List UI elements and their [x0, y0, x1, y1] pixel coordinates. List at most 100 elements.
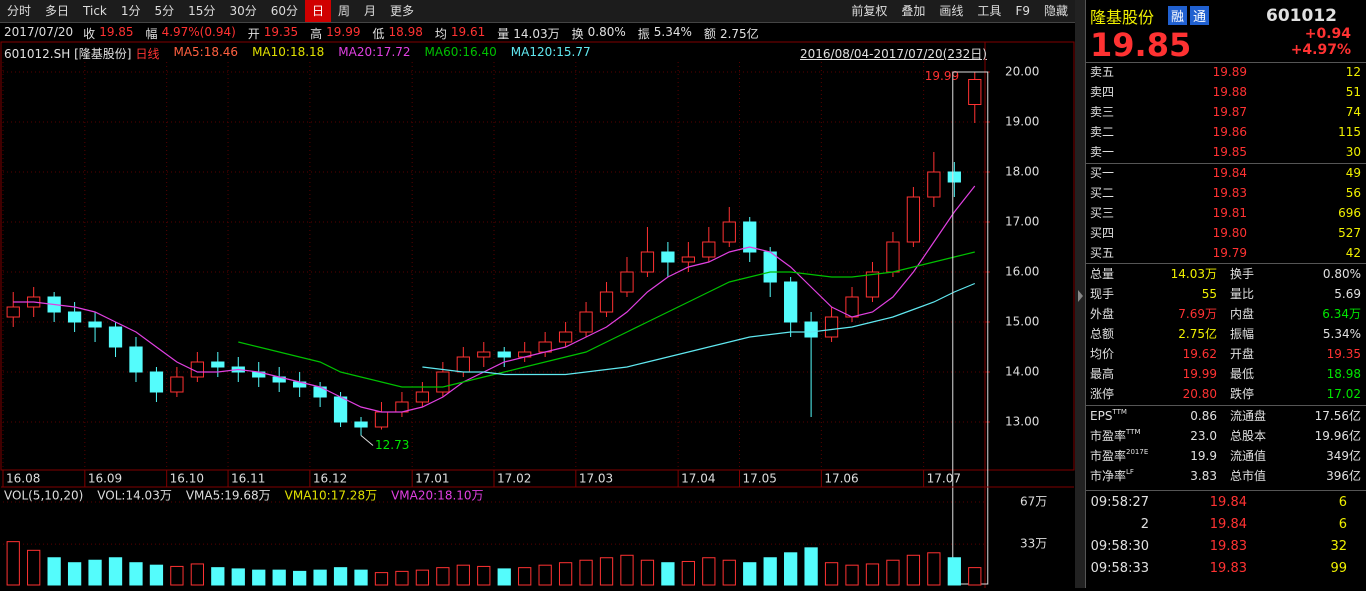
period-tab[interactable]: 1分	[120, 4, 141, 18]
splitter[interactable]	[1075, 0, 1085, 588]
stat-value: 19.99	[1182, 367, 1217, 381]
tick-volume: 6	[1338, 495, 1347, 510]
fund-label: 市盈率2017E	[1090, 446, 1148, 466]
quote-label: 换	[571, 27, 584, 41]
period-tab[interactable]: 月	[364, 4, 377, 18]
tool-button[interactable]: 前复权	[851, 4, 888, 18]
tool-button[interactable]: 工具	[977, 4, 1002, 18]
candle-body	[579, 311, 593, 333]
candle-body	[129, 346, 143, 373]
order-volume: 74	[1345, 105, 1361, 119]
candle-body	[968, 79, 982, 105]
period-tab[interactable]: 日	[305, 0, 332, 22]
stat-value: 20.80	[1182, 387, 1217, 401]
ma-line	[422, 282, 976, 376]
divider	[1086, 490, 1366, 491]
tick-volume: 99	[1330, 561, 1347, 576]
candle-body	[558, 331, 573, 343]
period-tab[interactable]: Tick	[83, 4, 107, 18]
volume-bar	[129, 562, 143, 586]
x-tick-label: 17.02	[497, 472, 531, 486]
last-price: 19.85	[1090, 26, 1192, 64]
order-row: 买二 19.83 56	[1086, 183, 1366, 203]
period-tab[interactable]: 30分	[229, 4, 257, 18]
fund-name: EPS	[1090, 409, 1113, 423]
order-level: 卖一	[1090, 145, 1115, 159]
x-tick-label: 16.10	[170, 472, 204, 486]
order-price: 19.83	[1212, 186, 1247, 200]
volume-bar	[579, 559, 593, 586]
candle-body	[599, 291, 614, 313]
tool-button[interactable]: 叠加	[901, 4, 926, 18]
tool-button[interactable]: 画线	[939, 4, 964, 18]
period-tab[interactable]: 分时	[7, 4, 32, 18]
stat-label: 现手	[1090, 287, 1115, 301]
order-level: 买五	[1090, 246, 1115, 260]
volume-bar	[804, 547, 818, 586]
volume-bar	[599, 557, 614, 586]
fund-label: 市净率LF	[1090, 466, 1134, 486]
y-tick-label: 33万	[1020, 537, 1047, 551]
stock-code: 601012	[1266, 6, 1337, 26]
low-label: 12.73	[375, 438, 409, 452]
volume-bar	[190, 563, 204, 586]
order-volume: 115	[1338, 125, 1361, 139]
order-level: 买三	[1090, 206, 1115, 220]
quote-value: 2.75亿	[719, 27, 759, 41]
tool-button[interactable]: F9	[1015, 4, 1030, 18]
x-tick-label: 17.04	[681, 472, 715, 486]
tool-button[interactable]: 隐藏	[1043, 4, 1068, 18]
tick-row: 09:58:27 19.84 6	[1086, 492, 1366, 514]
stat-value: 7.69万	[1178, 307, 1217, 321]
period-tab[interactable]: 60分	[270, 4, 298, 18]
ma-line	[13, 185, 976, 413]
volume-bar	[293, 570, 307, 586]
order-level: 买四	[1090, 226, 1115, 240]
y-tick-label: 19.00	[1005, 115, 1039, 129]
candle-body	[415, 391, 430, 403]
candle-body	[211, 361, 225, 368]
order-row: 卖三 19.87 74	[1086, 102, 1366, 122]
quote-label: 振	[637, 27, 650, 41]
candle-body	[865, 271, 880, 298]
period-tab[interactable]: 5分	[154, 4, 175, 18]
order-volume: 42	[1345, 246, 1361, 260]
legend-ma: MA60:16.40	[424, 45, 497, 59]
quote-panel: 隆基股份融通 601012 19.85 +0.94 +4.97% 卖五 19.89 12 卖四 1…	[1085, 0, 1366, 588]
toolbar: 分时 多日 Tick 1分 5分 15分 30分 60分日周月更多 前复权 叠加 画线 工具 F9 隐藏	[0, 0, 1075, 23]
fund-value: 17.56亿	[1314, 409, 1361, 423]
legend-ma: MA10:18.18	[252, 45, 325, 59]
fund-value: 19.9	[1190, 449, 1217, 463]
candle-body	[763, 251, 777, 283]
order-volume: 56	[1345, 186, 1361, 200]
candle-body	[640, 251, 655, 273]
candle-body	[661, 251, 675, 263]
period-tab[interactable]: 更多	[390, 4, 415, 18]
quote-date: 2017/07/20	[4, 25, 74, 39]
x-tick-label: 16.08	[6, 472, 40, 486]
period-tab[interactable]: 多日	[45, 4, 70, 18]
order-level: 卖五	[1090, 65, 1115, 79]
stat-label: 最低	[1230, 367, 1255, 381]
order-volume: 696	[1338, 206, 1361, 220]
volume-bar	[477, 565, 491, 586]
candle-body	[333, 396, 348, 423]
order-price: 19.87	[1212, 105, 1247, 119]
volume-bar	[824, 562, 839, 586]
candle-body	[170, 376, 184, 393]
volume-bar	[681, 560, 695, 586]
tick-time: 2	[1140, 517, 1149, 532]
order-row: 买五 19.79 42	[1086, 243, 1366, 263]
order-volume: 49	[1345, 166, 1361, 180]
quote-value: 14.03万	[513, 27, 560, 41]
stat-value: 19.35	[1326, 347, 1361, 361]
stock-name: 隆基股份	[1090, 8, 1155, 27]
period-tab[interactable]: 周	[338, 4, 351, 18]
quote-bar: 2017/07/20 收 19.85 幅 4.97%(0.94) 开 19.35 高 19.99…	[4, 25, 767, 42]
period-tab[interactable]: 15分	[188, 4, 216, 18]
stat-value: 5.69	[1334, 287, 1361, 301]
order-level: 卖二	[1090, 125, 1115, 139]
volume-bar	[456, 564, 470, 586]
volume-bar	[702, 557, 716, 586]
